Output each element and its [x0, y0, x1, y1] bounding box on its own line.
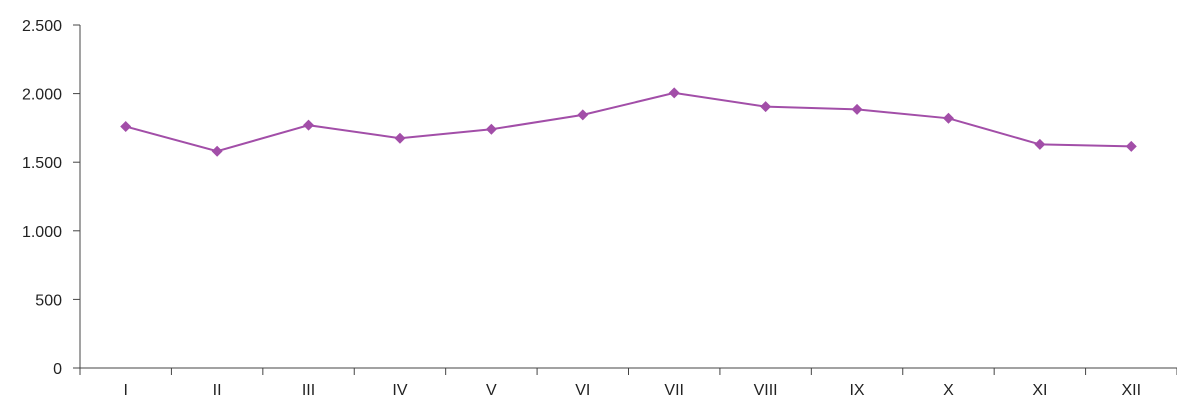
data-point-marker — [1034, 138, 1046, 150]
y-tick-label: 1.500 — [22, 155, 62, 172]
data-point-marker — [851, 103, 863, 115]
x-tick-label: IX — [849, 382, 864, 398]
x-tick-label: VI — [575, 382, 590, 398]
data-point-marker — [1125, 140, 1137, 152]
data-point-marker — [760, 101, 772, 113]
x-tick-label: X — [943, 382, 954, 398]
series-line-group — [120, 87, 1137, 157]
y-tick-label: 2.000 — [22, 87, 62, 104]
y-tick-label: 0 — [53, 361, 62, 378]
data-point-marker — [120, 121, 132, 133]
data-point-marker — [211, 145, 223, 157]
x-tick-label: I — [123, 382, 127, 398]
data-point-marker — [303, 119, 315, 131]
y-axis-ticks: 0 500 1.000 1.500 2.000 2.500 — [22, 18, 80, 378]
x-tick-label: III — [302, 382, 315, 398]
x-tick-label: II — [213, 382, 222, 398]
data-point-marker — [394, 132, 406, 144]
data-point-marker — [485, 123, 497, 135]
x-tick-label: XI — [1032, 382, 1047, 398]
data-point-marker — [577, 109, 589, 121]
x-tick-label: VIII — [754, 382, 778, 398]
data-point-marker — [942, 112, 954, 124]
series-line — [125, 91, 1132, 153]
x-axis-ticks: I II III IV V VI VII VIII IX X XI XII — [79, 368, 1177, 398]
chart-axes — [79, 25, 1177, 369]
x-tick-label: IV — [392, 382, 407, 398]
y-tick-label: 2.500 — [22, 18, 62, 35]
y-tick-label: 500 — [35, 292, 62, 309]
x-tick-label: XII — [1122, 382, 1142, 398]
y-tick-label: 1.000 — [22, 224, 62, 241]
x-tick-label: V — [486, 382, 497, 398]
x-tick-label: VII — [664, 382, 684, 398]
data-point-marker — [668, 87, 680, 99]
